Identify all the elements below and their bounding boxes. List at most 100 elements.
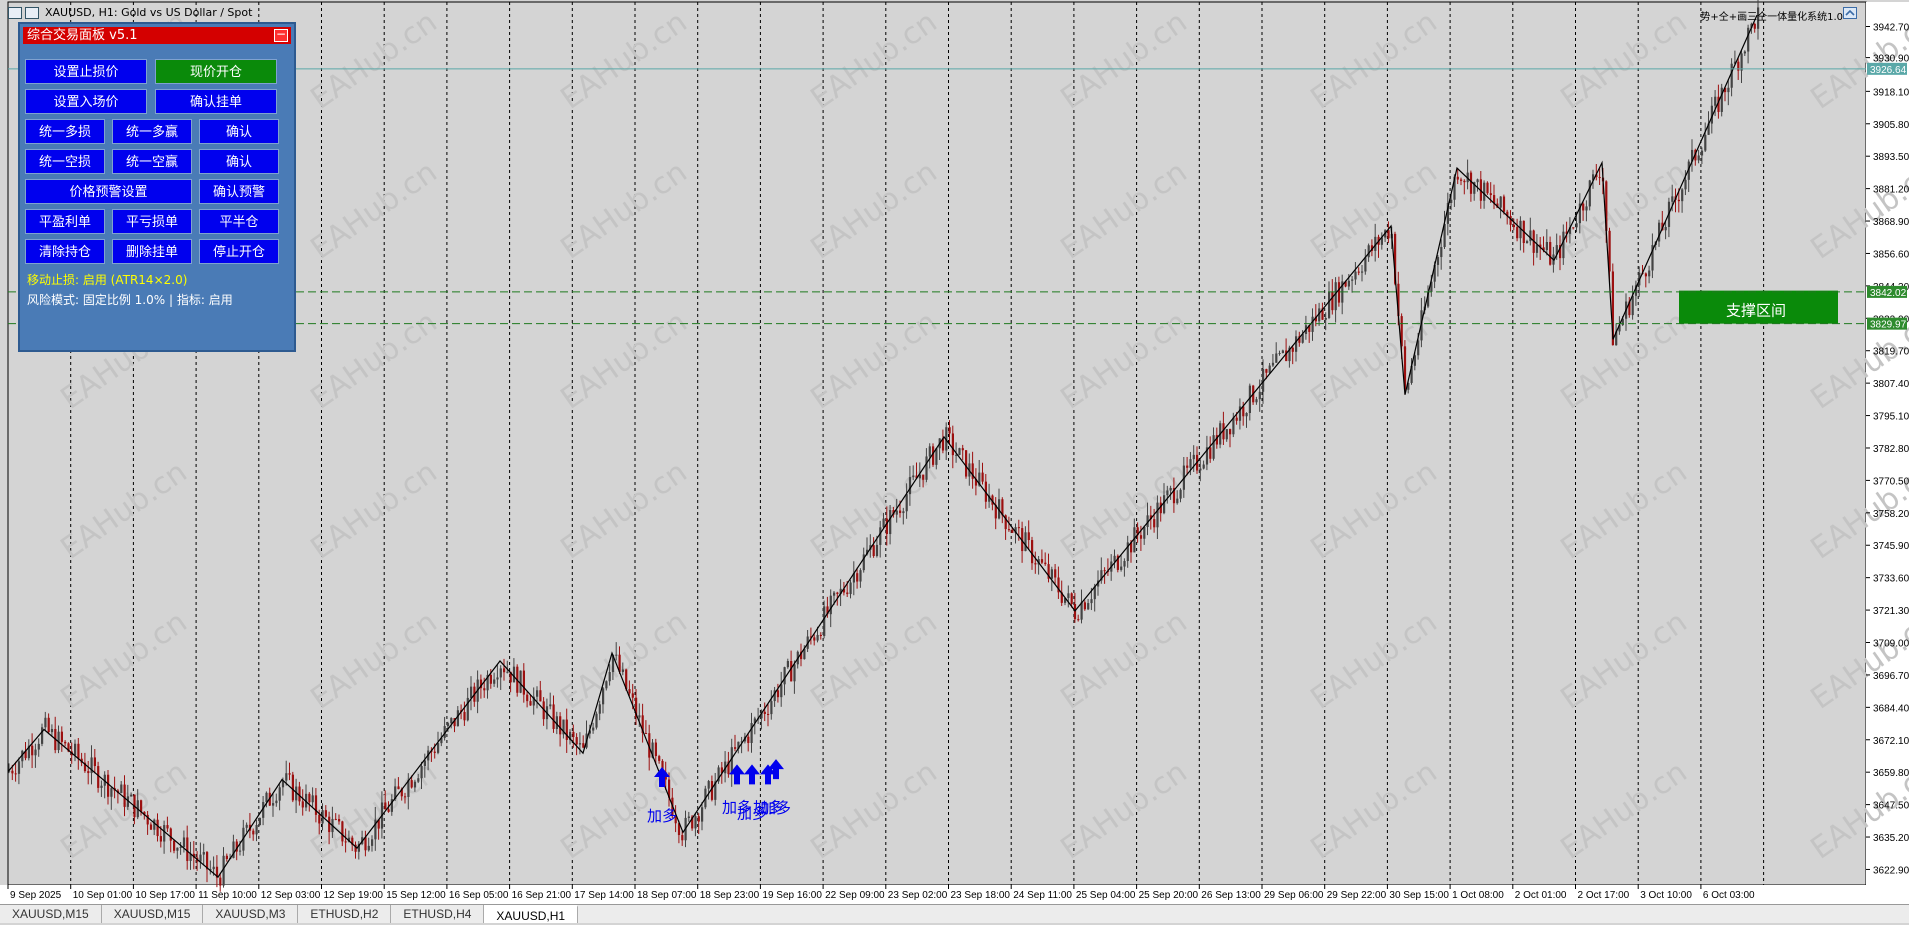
candle-body [783, 667, 786, 685]
panel-minimize-button[interactable]: − [274, 27, 288, 42]
chart-tab-2[interactable]: XAUUSD,M15 [102, 905, 204, 923]
price-tick-label: 3745.90 [1873, 541, 1909, 552]
candle-body [456, 710, 459, 727]
candle-body [1163, 495, 1166, 514]
candle-body [572, 731, 575, 738]
panel-button-8[interactable]: 统一空损 [25, 149, 105, 174]
candle-body [120, 784, 123, 793]
panel-button-14[interactable]: 平亏损单 [112, 209, 192, 234]
candle-body [1595, 174, 1598, 178]
price-line-1-tag-bg [1867, 285, 1907, 298]
candle-body [1004, 515, 1007, 530]
candle-body [790, 661, 793, 682]
candle-body [1064, 598, 1067, 603]
candle-body [1255, 399, 1258, 403]
panel-button-13[interactable]: 平盈利单 [25, 209, 105, 234]
candle-body [298, 786, 301, 802]
candle-body [1054, 569, 1057, 578]
chart-tab-4[interactable]: ETHUSD,H2 [298, 905, 392, 923]
candle-body [1727, 87, 1730, 93]
candle-body [173, 840, 176, 851]
panel-button-15[interactable]: 平半仓 [199, 209, 279, 234]
time-tick-label: 3 Oct 10:00 [1640, 890, 1692, 901]
candle-body [879, 527, 882, 545]
panel-button-18[interactable]: 停止开仓 [199, 239, 279, 264]
candle-body [905, 494, 908, 512]
candle-body [1724, 87, 1727, 93]
candle-body [1502, 196, 1506, 212]
candle-body [955, 454, 958, 456]
candle-body [549, 704, 552, 707]
chart-tab-6[interactable]: XAUUSD,H1 [484, 905, 579, 923]
candle-body [730, 747, 733, 775]
panel-button-11[interactable]: 价格预警设置 [25, 179, 192, 204]
candle-body [1031, 540, 1034, 564]
candle-body [965, 450, 968, 477]
candle-body [1275, 353, 1278, 363]
panel-button-6[interactable]: 统一多赢 [112, 119, 192, 144]
candle-body [823, 606, 826, 637]
candle-body [1740, 53, 1743, 71]
candle-body [753, 718, 756, 724]
candle-body [1311, 316, 1314, 332]
chart-tab-1[interactable]: XAUUSD,M15 [0, 905, 102, 923]
add-long-arrow-icon [760, 764, 776, 785]
candle-body [169, 828, 172, 841]
panel-button-10[interactable]: 确认 [199, 149, 279, 174]
candle-body [1364, 257, 1367, 272]
chart-tab-5[interactable]: ETHUSD,H4 [391, 905, 485, 923]
candle-body [17, 761, 21, 774]
time-tick-label: 18 Sep 23:00 [700, 890, 760, 901]
candle-body [1542, 247, 1545, 251]
candle-body [413, 781, 417, 788]
candle-body [1011, 529, 1014, 533]
candle-body [420, 765, 423, 779]
time-tick-label: 29 Sep 06:00 [1264, 890, 1324, 901]
candle-body [1100, 570, 1103, 581]
panel-button-1[interactable]: 设置止损价 [25, 59, 147, 84]
candle-body [974, 478, 978, 486]
candle-body [1136, 527, 1139, 536]
candle-body [44, 717, 47, 728]
candle-body [829, 595, 832, 615]
candle-body [1443, 223, 1446, 248]
time-tick-label: 15 Sep 12:00 [386, 890, 446, 901]
candle-body [1334, 282, 1337, 311]
panel-button-2[interactable]: 现价开仓 [155, 59, 277, 84]
candle-body [1608, 230, 1611, 272]
panel-button-5[interactable]: 统一多损 [25, 119, 105, 144]
trade-arrow-icon[interactable] [1843, 7, 1857, 19]
candle-body [602, 688, 605, 705]
candle-body [1427, 291, 1430, 307]
panel-title[interactable]: 综合交易面板 v5.1 − [23, 27, 291, 44]
panel-button-12[interactable]: 确认预警 [199, 179, 279, 204]
candle-body [305, 793, 308, 808]
candle-body [737, 741, 740, 749]
candle-body [915, 475, 918, 479]
window-menu-icon[interactable] [8, 6, 22, 19]
candle-body [760, 711, 763, 719]
chart-type-icon[interactable] [25, 6, 39, 19]
candle-body [1090, 599, 1093, 604]
time-axis-bg [0, 885, 1909, 904]
candle-body [83, 762, 87, 772]
panel-button-3[interactable]: 设置入场价 [25, 89, 147, 114]
panel-button-9[interactable]: 统一空赢 [112, 149, 192, 174]
candle-body [1176, 498, 1179, 504]
add-long-label: 加多 [761, 799, 791, 817]
candle-body [1526, 241, 1529, 244]
panel-button-17[interactable]: 删除挂单 [112, 239, 192, 264]
candle-body [875, 544, 879, 556]
candle-body [628, 689, 631, 694]
panel-button-4[interactable]: 确认挂单 [155, 89, 277, 114]
panel-button-16[interactable]: 清除持仓 [25, 239, 105, 264]
candle-body [394, 786, 397, 800]
candle-body [908, 477, 912, 495]
chart-tab-3[interactable]: XAUUSD,M3 [203, 905, 299, 923]
candle-body [1344, 281, 1347, 287]
candle-body [1410, 365, 1413, 383]
candle-body [1232, 417, 1235, 435]
panel-button-7[interactable]: 确认 [199, 119, 279, 144]
